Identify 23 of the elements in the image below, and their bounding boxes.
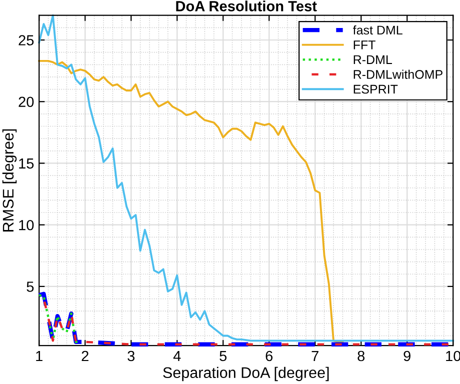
x-tick-label: 3 bbox=[128, 350, 135, 362]
x-tick-label: 8 bbox=[358, 350, 365, 362]
x-axis-title: Separation DoA [degree] bbox=[163, 366, 329, 382]
x-tick-label: 7 bbox=[312, 350, 318, 362]
x-tick-label: 2 bbox=[82, 350, 88, 362]
legend-label: FFT bbox=[354, 40, 376, 50]
x-tick-label: 6 bbox=[266, 350, 273, 362]
legend-label: ESPRIT bbox=[354, 84, 398, 94]
legend-label: R-DMLwithOMP bbox=[354, 70, 442, 79]
x-tick-label: 4 bbox=[173, 350, 181, 362]
legend-label: R-DML bbox=[354, 55, 392, 64]
y-tick-label: 20 bbox=[18, 96, 34, 108]
x-tick-label: 9 bbox=[404, 350, 410, 362]
y-tick-label: 15 bbox=[19, 158, 34, 169]
chart-title: DoA Resolution Test bbox=[176, 0, 317, 12]
legend-label: fast DML bbox=[352, 25, 402, 35]
x-tick-label: 5 bbox=[220, 350, 227, 362]
y-tick-label: 10 bbox=[19, 220, 34, 230]
y-axis-title: RMSE [degree] bbox=[2, 129, 17, 232]
line-series bbox=[38, 60, 344, 343]
y-tick-label: 5 bbox=[26, 282, 34, 292]
y-tick-label: 25 bbox=[18, 35, 34, 46]
x-tick-label: 1 bbox=[36, 350, 42, 362]
